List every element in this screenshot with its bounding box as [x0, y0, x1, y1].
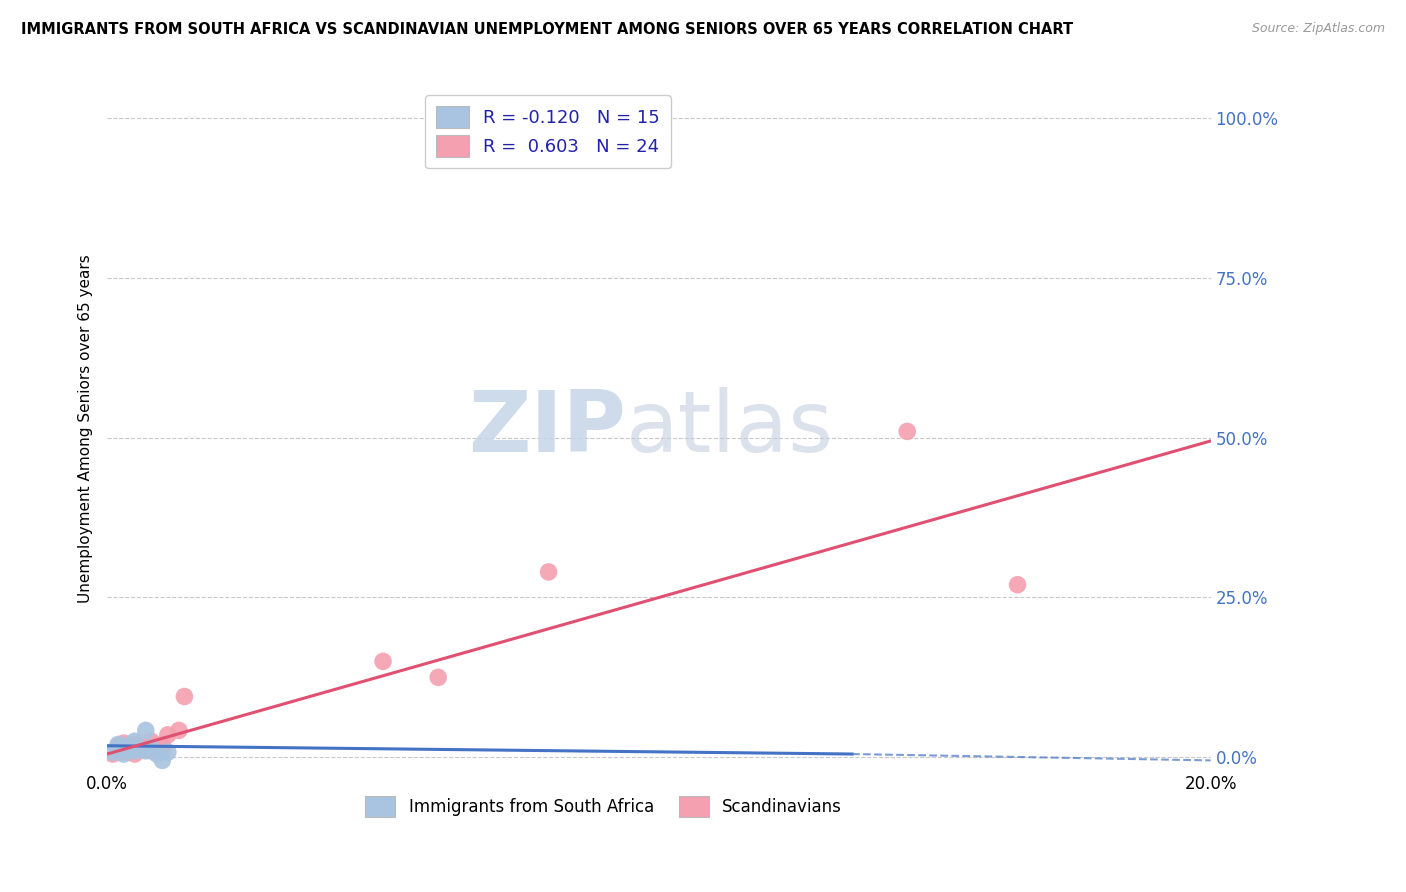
Point — [135, 744, 157, 758]
Point — [107, 742, 129, 756]
Point — [112, 740, 135, 755]
Text: atlas: atlas — [626, 386, 834, 470]
Point — [156, 728, 179, 742]
Point — [107, 738, 129, 752]
Point — [124, 738, 146, 752]
Point — [141, 740, 163, 755]
Point — [150, 738, 173, 752]
Point — [129, 740, 152, 755]
Point — [427, 670, 450, 684]
Point — [118, 745, 141, 759]
Point — [107, 745, 129, 759]
Text: IMMIGRANTS FROM SOUTH AFRICA VS SCANDINAVIAN UNEMPLOYMENT AMONG SENIORS OVER 65 : IMMIGRANTS FROM SOUTH AFRICA VS SCANDINA… — [21, 22, 1073, 37]
Point — [112, 747, 135, 761]
Point — [124, 734, 146, 748]
Point — [135, 742, 157, 756]
Y-axis label: Unemployment Among Seniors over 65 years: Unemployment Among Seniors over 65 years — [79, 254, 93, 603]
Point — [124, 744, 146, 758]
Point — [129, 742, 152, 756]
Point — [107, 739, 129, 753]
Point — [146, 747, 169, 761]
Text: ZIP: ZIP — [468, 386, 626, 470]
Point — [150, 753, 173, 767]
Point — [112, 744, 135, 758]
Point — [173, 690, 195, 704]
Point — [537, 565, 560, 579]
Point — [896, 425, 918, 439]
Point — [141, 744, 163, 758]
Point — [156, 745, 179, 759]
Point — [167, 723, 190, 738]
Point — [146, 739, 169, 753]
Legend: Immigrants from South Africa, Scandinavians: Immigrants from South Africa, Scandinavi… — [359, 789, 849, 823]
Point — [124, 747, 146, 761]
Point — [101, 747, 124, 761]
Point — [371, 654, 394, 668]
Point — [101, 745, 124, 759]
Point — [118, 740, 141, 755]
Point — [112, 736, 135, 750]
Point — [565, 120, 588, 135]
Point — [150, 744, 173, 758]
Point — [135, 723, 157, 738]
Point — [118, 739, 141, 753]
Point — [141, 734, 163, 748]
Text: Source: ZipAtlas.com: Source: ZipAtlas.com — [1251, 22, 1385, 36]
Point — [1007, 578, 1029, 592]
